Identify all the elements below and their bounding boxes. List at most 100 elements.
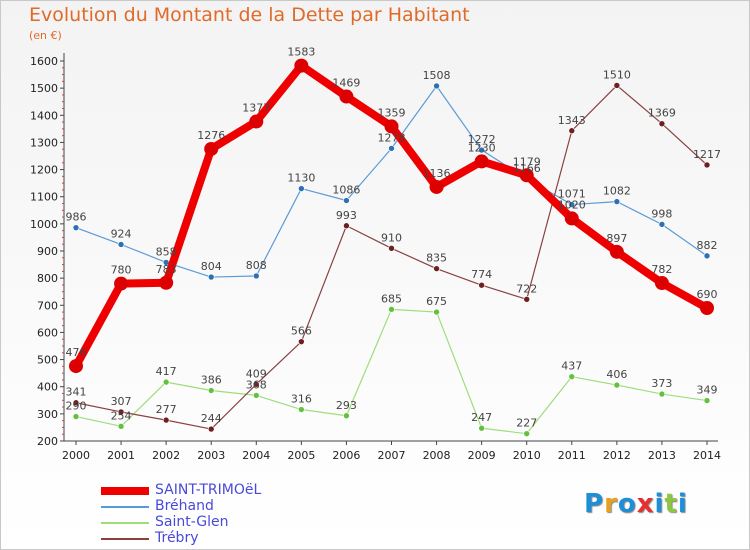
- data-label: 783: [156, 263, 177, 276]
- x-tick-label: 2010: [513, 449, 541, 462]
- data-label: 1272: [468, 133, 496, 146]
- data-label: 1276: [197, 129, 225, 142]
- data-label: 1071: [558, 188, 586, 201]
- y-tick-label: 1500: [30, 82, 58, 95]
- data-point: [519, 168, 534, 183]
- data-label: 417: [156, 365, 177, 378]
- data-point: [207, 425, 215, 433]
- y-tick-label: 500: [37, 354, 58, 367]
- data-point: [298, 185, 305, 192]
- x-tick-label: 2004: [242, 449, 270, 462]
- data-label: 808: [246, 259, 267, 272]
- data-point: [298, 406, 305, 413]
- y-tick-label: 1100: [30, 191, 58, 204]
- chart-unit: (en €): [29, 29, 62, 42]
- data-point: [162, 416, 170, 424]
- data-label: 1166: [513, 162, 541, 175]
- data-point: [117, 408, 125, 416]
- data-point: [117, 423, 125, 430]
- data-label: 774: [471, 268, 492, 281]
- data-label: 1217: [693, 148, 721, 161]
- data-point: [564, 211, 579, 226]
- y-tick-label: 700: [37, 299, 58, 312]
- x-tick-label: 2014: [693, 449, 721, 462]
- data-point: [72, 224, 80, 231]
- y-tick-label: 1000: [30, 218, 58, 231]
- data-label: 804: [201, 260, 222, 273]
- data-label: 1086: [332, 184, 360, 197]
- data-label: 227: [516, 417, 537, 430]
- data-label: 1179: [513, 155, 541, 168]
- data-label: 307: [111, 395, 132, 408]
- y-tick-label: 1300: [30, 136, 58, 149]
- data-label: 1020: [558, 198, 586, 211]
- data-point: [252, 380, 260, 388]
- data-point: [72, 399, 80, 407]
- logo-letter: t: [664, 489, 678, 519]
- data-label: 685: [381, 292, 402, 305]
- data-point: [339, 89, 354, 104]
- x-tick-label: 2013: [648, 449, 676, 462]
- data-point: [523, 296, 531, 303]
- data-label: 368: [246, 378, 267, 391]
- data-point: [388, 244, 395, 252]
- proxiti-logo: Proxiti: [584, 489, 688, 519]
- legend-label: Bréhand: [155, 498, 214, 514]
- y-tick-label: 1400: [30, 109, 58, 122]
- x-tick-label: 2009: [468, 449, 496, 462]
- y-tick-label: 1200: [30, 164, 58, 177]
- data-point: [568, 373, 576, 380]
- legend-swatch: [101, 487, 149, 495]
- data-point: [700, 301, 714, 315]
- x-tick-label: 2011: [558, 449, 586, 462]
- data-label: 675: [426, 295, 447, 308]
- data-label: 293: [336, 399, 357, 412]
- data-point: [478, 146, 485, 154]
- data-point: [429, 179, 444, 194]
- data-label: 254: [111, 409, 132, 422]
- data-point: [298, 338, 305, 345]
- data-point: [609, 244, 624, 259]
- data-label: 1583: [287, 46, 315, 59]
- data-point: [478, 281, 485, 289]
- data-point: [207, 273, 215, 281]
- data-point: [703, 397, 711, 404]
- data-label: 1469: [332, 77, 360, 90]
- x-tick-label: 2005: [287, 449, 315, 462]
- data-point: [72, 413, 80, 420]
- data-label: 858: [156, 245, 177, 258]
- data-label: 1510: [603, 68, 631, 81]
- data-point: [388, 306, 395, 313]
- x-tick-label: 2007: [378, 449, 406, 462]
- data-label: 986: [66, 211, 87, 224]
- y-tick-label: 300: [37, 408, 58, 421]
- data-point: [703, 252, 711, 260]
- y-tick-label: 800: [37, 272, 58, 285]
- logo-letter: o: [617, 489, 637, 519]
- data-point: [658, 120, 666, 127]
- x-tick-label: 2001: [107, 449, 135, 462]
- legend-swatch: [101, 538, 149, 540]
- data-point: [568, 127, 576, 135]
- data-label: 998: [651, 207, 672, 220]
- data-point: [613, 198, 621, 205]
- logo-letter: x: [636, 489, 655, 519]
- data-label: 835: [426, 252, 447, 265]
- data-point: [343, 222, 350, 230]
- data-label: 566: [291, 325, 312, 338]
- data-point: [654, 276, 669, 291]
- x-tick-label: 2008: [423, 449, 451, 462]
- data-point: [568, 201, 576, 208]
- data-point: [294, 58, 309, 73]
- data-point: [252, 392, 260, 399]
- data-label: 897: [606, 232, 627, 245]
- data-label: 373: [651, 377, 672, 390]
- data-label: 882: [697, 239, 718, 252]
- data-point: [433, 265, 440, 272]
- y-tick-label: 600: [37, 326, 58, 339]
- data-label: 341: [66, 386, 87, 399]
- data-label: 780: [111, 264, 132, 277]
- data-label: 316: [291, 393, 312, 406]
